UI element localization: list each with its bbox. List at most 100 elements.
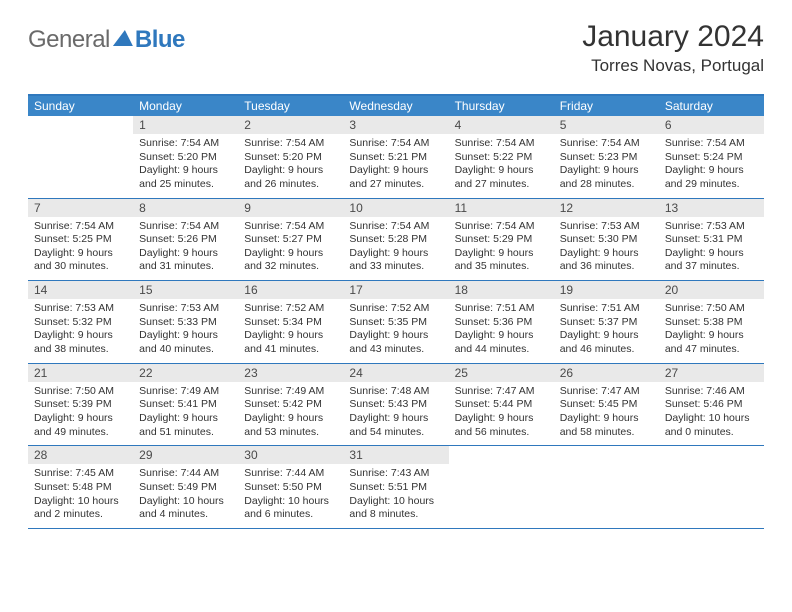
detail-line: Daylight: 10 hours — [34, 495, 127, 509]
weekday-tuesday: Tuesday — [238, 96, 343, 116]
weekday-thursday: Thursday — [449, 96, 554, 116]
day-number: 17 — [343, 281, 448, 299]
month-title: January 2024 — [582, 20, 764, 54]
detail-line: Sunrise: 7:52 AM — [244, 302, 337, 316]
day-details: Sunrise: 7:53 AMSunset: 5:33 PMDaylight:… — [133, 299, 238, 363]
day-details: Sunrise: 7:49 AMSunset: 5:41 PMDaylight:… — [133, 382, 238, 446]
day-details: Sunrise: 7:51 AMSunset: 5:37 PMDaylight:… — [554, 299, 659, 363]
day-details: Sunrise: 7:53 AMSunset: 5:31 PMDaylight:… — [659, 217, 764, 281]
day-number: 31 — [343, 446, 448, 464]
detail-line: Sunset: 5:38 PM — [665, 316, 758, 330]
detail-line: Daylight: 10 hours — [244, 495, 337, 509]
logo-sail-icon — [113, 30, 133, 46]
detail-line: and 8 minutes. — [349, 508, 442, 522]
detail-line: Daylight: 9 hours — [139, 412, 232, 426]
detail-line: and 51 minutes. — [139, 426, 232, 440]
weekday-friday: Friday — [554, 96, 659, 116]
detail-line: Sunset: 5:36 PM — [455, 316, 548, 330]
detail-line: Sunrise: 7:52 AM — [349, 302, 442, 316]
day-details: Sunrise: 7:52 AMSunset: 5:35 PMDaylight:… — [343, 299, 448, 363]
detail-line: Daylight: 9 hours — [244, 247, 337, 261]
day-number: 22 — [133, 364, 238, 382]
detail-line: Daylight: 9 hours — [455, 164, 548, 178]
detail-line: Daylight: 9 hours — [455, 247, 548, 261]
title-block: January 2024 Torres Novas, Portugal — [582, 20, 764, 76]
day-number: 30 — [238, 446, 343, 464]
day-details: Sunrise: 7:52 AMSunset: 5:34 PMDaylight:… — [238, 299, 343, 363]
detail-line: and 31 minutes. — [139, 260, 232, 274]
detail-line: Daylight: 9 hours — [34, 247, 127, 261]
detail-line: Sunset: 5:26 PM — [139, 233, 232, 247]
detail-line: Sunset: 5:31 PM — [665, 233, 758, 247]
empty-cell — [28, 116, 133, 198]
day-details: Sunrise: 7:48 AMSunset: 5:43 PMDaylight:… — [343, 382, 448, 446]
day-number: 13 — [659, 199, 764, 217]
day-details: Sunrise: 7:50 AMSunset: 5:39 PMDaylight:… — [28, 382, 133, 446]
day-details: Sunrise: 7:54 AMSunset: 5:23 PMDaylight:… — [554, 134, 659, 198]
day-number: 20 — [659, 281, 764, 299]
empty-cell — [659, 446, 764, 528]
detail-line: Sunset: 5:48 PM — [34, 481, 127, 495]
day-details: Sunrise: 7:54 AMSunset: 5:22 PMDaylight:… — [449, 134, 554, 198]
detail-line: Sunrise: 7:54 AM — [34, 220, 127, 234]
day-details: Sunrise: 7:54 AMSunset: 5:27 PMDaylight:… — [238, 217, 343, 281]
day-details: Sunrise: 7:44 AMSunset: 5:49 PMDaylight:… — [133, 464, 238, 528]
day-cell: 18Sunrise: 7:51 AMSunset: 5:36 PMDayligh… — [449, 281, 554, 363]
detail-line: Sunrise: 7:45 AM — [34, 467, 127, 481]
detail-line: and 35 minutes. — [455, 260, 548, 274]
detail-line: Sunset: 5:41 PM — [139, 398, 232, 412]
detail-line: and 27 minutes. — [349, 178, 442, 192]
detail-line: and 58 minutes. — [560, 426, 653, 440]
detail-line: Sunset: 5:46 PM — [665, 398, 758, 412]
day-number: 19 — [554, 281, 659, 299]
detail-line: Daylight: 9 hours — [349, 412, 442, 426]
detail-line: Sunset: 5:32 PM — [34, 316, 127, 330]
detail-line: Daylight: 9 hours — [349, 329, 442, 343]
day-number: 15 — [133, 281, 238, 299]
day-number: 5 — [554, 116, 659, 134]
detail-line: Daylight: 9 hours — [34, 412, 127, 426]
detail-line: Sunrise: 7:53 AM — [139, 302, 232, 316]
detail-line: and 37 minutes. — [665, 260, 758, 274]
detail-line: and 32 minutes. — [244, 260, 337, 274]
detail-line: Daylight: 9 hours — [139, 247, 232, 261]
detail-line: Sunset: 5:20 PM — [139, 151, 232, 165]
detail-line: Sunset: 5:24 PM — [665, 151, 758, 165]
detail-line: Sunrise: 7:53 AM — [34, 302, 127, 316]
day-number: 2 — [238, 116, 343, 134]
detail-line: Daylight: 9 hours — [665, 329, 758, 343]
week-row: 21Sunrise: 7:50 AMSunset: 5:39 PMDayligh… — [28, 364, 764, 447]
detail-line: Daylight: 9 hours — [560, 247, 653, 261]
logo: General Blue — [28, 20, 185, 54]
day-number: 14 — [28, 281, 133, 299]
logo-blue: Blue — [135, 26, 185, 54]
detail-line: Daylight: 9 hours — [244, 329, 337, 343]
day-details: Sunrise: 7:54 AMSunset: 5:29 PMDaylight:… — [449, 217, 554, 281]
day-number: 1 — [133, 116, 238, 134]
detail-line: and 43 minutes. — [349, 343, 442, 357]
detail-line: Sunrise: 7:54 AM — [455, 220, 548, 234]
detail-line: Sunset: 5:39 PM — [34, 398, 127, 412]
detail-line: and 56 minutes. — [455, 426, 548, 440]
detail-line: and 46 minutes. — [560, 343, 653, 357]
day-number: 10 — [343, 199, 448, 217]
day-number: 29 — [133, 446, 238, 464]
week-row: 7Sunrise: 7:54 AMSunset: 5:25 PMDaylight… — [28, 199, 764, 282]
day-number: 7 — [28, 199, 133, 217]
detail-line: Sunrise: 7:54 AM — [139, 137, 232, 151]
detail-line: and 0 minutes. — [665, 426, 758, 440]
day-number: 9 — [238, 199, 343, 217]
detail-line: and 53 minutes. — [244, 426, 337, 440]
day-number: 6 — [659, 116, 764, 134]
detail-line: Sunset: 5:37 PM — [560, 316, 653, 330]
detail-line: Sunset: 5:42 PM — [244, 398, 337, 412]
day-cell: 8Sunrise: 7:54 AMSunset: 5:26 PMDaylight… — [133, 199, 238, 281]
detail-line: Daylight: 9 hours — [455, 329, 548, 343]
day-details: Sunrise: 7:54 AMSunset: 5:28 PMDaylight:… — [343, 217, 448, 281]
detail-line: and 28 minutes. — [560, 178, 653, 192]
day-number: 16 — [238, 281, 343, 299]
logo-general: General — [28, 26, 110, 54]
detail-line: Sunrise: 7:50 AM — [34, 385, 127, 399]
detail-line: Sunrise: 7:44 AM — [139, 467, 232, 481]
day-details: Sunrise: 7:47 AMSunset: 5:45 PMDaylight:… — [554, 382, 659, 446]
